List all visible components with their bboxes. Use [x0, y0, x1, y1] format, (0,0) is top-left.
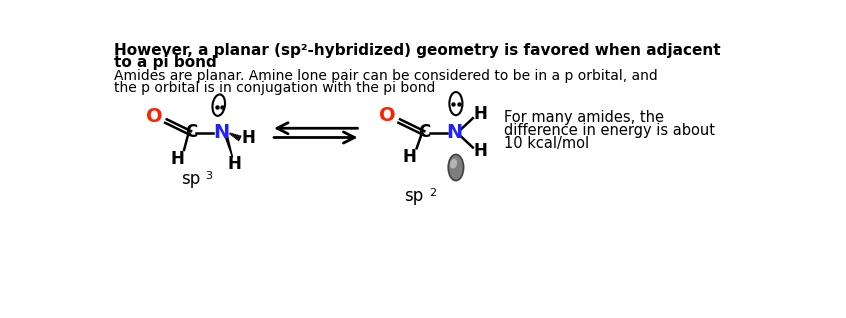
Text: However, a planar (sp²-hybridized) geometry is favored when adjacent: However, a planar (sp²-hybridized) geome… — [114, 43, 721, 58]
Text: H: H — [228, 155, 241, 173]
Text: H: H — [474, 105, 487, 123]
Text: 2: 2 — [429, 188, 436, 198]
Text: H: H — [474, 142, 487, 160]
Text: N: N — [446, 123, 463, 142]
Polygon shape — [225, 136, 233, 157]
Ellipse shape — [450, 159, 457, 169]
Text: O: O — [146, 107, 162, 126]
Text: Amides are planar. Amine lone pair can be considered to be in a p orbital, and: Amides are planar. Amine lone pair can b… — [114, 69, 658, 83]
Text: O: O — [379, 107, 396, 125]
Text: the p orbital is in conjugation with the pi bond: the p orbital is in conjugation with the… — [114, 80, 436, 94]
Text: H: H — [403, 148, 416, 166]
Text: to a pi bond: to a pi bond — [114, 55, 217, 70]
Text: sp: sp — [404, 187, 424, 205]
Text: sp: sp — [181, 170, 201, 188]
Ellipse shape — [448, 155, 464, 181]
Text: H: H — [170, 150, 184, 168]
Text: N: N — [213, 123, 229, 142]
Text: C: C — [185, 123, 197, 141]
Text: difference in energy is about: difference in energy is about — [504, 123, 716, 138]
Text: H: H — [242, 129, 255, 147]
Text: 10 kcal/mol: 10 kcal/mol — [504, 136, 590, 151]
Text: 3: 3 — [206, 171, 212, 181]
Text: C: C — [418, 123, 431, 141]
Text: For many amides, the: For many amides, the — [504, 110, 664, 125]
